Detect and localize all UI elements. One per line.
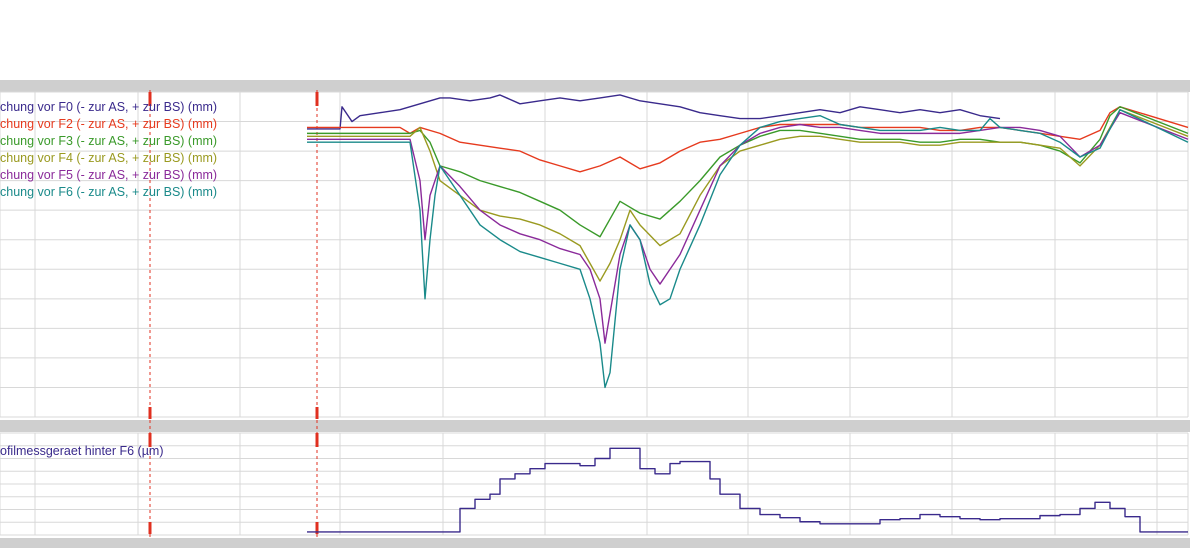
time-marker-0-tick-0 [148, 92, 152, 106]
time-marker-0-tick-2 [148, 433, 152, 447]
panel-band-2 [0, 538, 1190, 548]
time-marker-1-tick-0 [315, 92, 319, 106]
panel-band-1 [0, 420, 1190, 432]
time-marker-1-tick-3 [315, 522, 319, 534]
series-upper-line-5 [307, 109, 1189, 389]
legend-entry-f6: chung vor F6 (- zur AS, + zur BS) (mm) [0, 185, 217, 199]
upper-panel-grid [0, 91, 1189, 418]
lower-panel-grid [0, 432, 1189, 536]
vertical-markers [148, 90, 319, 540]
series-upper-line-4 [307, 111, 1189, 344]
legend-entry-f0: chung vor F0 (- zur AS, + zur BS) (mm) [0, 100, 217, 114]
time-marker-0-tick-1 [148, 407, 152, 419]
upper-panel-legend: chung vor F0 (- zur AS, + zur BS) (mm) c… [0, 100, 217, 199]
panel-bands [0, 80, 1190, 548]
legend-entry-f3: chung vor F3 (- zur AS, + zur BS) (mm) [0, 134, 217, 148]
time-marker-1-tick-2 [315, 433, 319, 447]
legend-entry-f4: chung vor F4 (- zur AS, + zur BS) (mm) [0, 151, 217, 165]
time-marker-1-tick-1 [315, 407, 319, 419]
upper-panel-series [307, 94, 1189, 389]
lower-panel-series [307, 447, 1188, 533]
legend-entry-f5: chung vor F5 (- zur AS, + zur BS) (mm) [0, 168, 217, 182]
time-marker-0-tick-3 [148, 522, 152, 534]
lower-panel-legend: ofilmessgeraet hinter F6 (µm) [0, 444, 164, 458]
legend-entry-profile: ofilmessgeraet hinter F6 (µm) [0, 444, 164, 458]
series-lower-line-0 [307, 447, 1188, 533]
series-upper-line-0 [307, 94, 1001, 130]
panel-band-0 [0, 80, 1190, 92]
legend-entry-f2: chung vor F2 (- zur AS, + zur BS) (mm) [0, 117, 217, 131]
